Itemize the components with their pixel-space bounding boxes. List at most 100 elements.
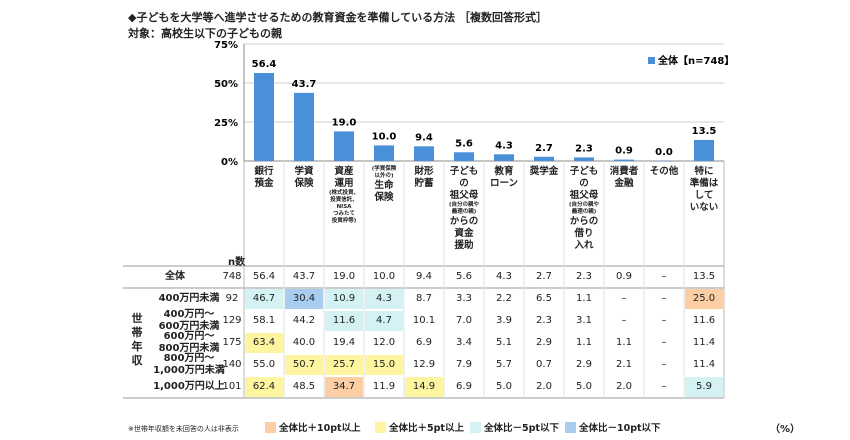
table-cell: 6.9 bbox=[456, 381, 472, 392]
table-cell: 4.3 bbox=[365, 289, 403, 309]
table-cell: 1.1 bbox=[616, 337, 632, 348]
table-cell: 0.7 bbox=[536, 359, 552, 370]
bar-value-label: 56.4 bbox=[252, 59, 277, 70]
category-label: 銀行 預金 bbox=[254, 166, 274, 189]
table-cell: – bbox=[661, 293, 667, 304]
table-cell: 19.0 bbox=[332, 271, 356, 282]
table-cell: 62.4 bbox=[245, 377, 283, 397]
row-n: 101 bbox=[222, 381, 242, 392]
bar-value-label: 0.9 bbox=[615, 146, 633, 157]
bar-value-label: 4.3 bbox=[495, 140, 513, 151]
table-cell: 19.4 bbox=[332, 337, 356, 348]
table-cell: 2.3 bbox=[576, 271, 592, 282]
table-cell: 3.9 bbox=[496, 315, 512, 326]
table-cell: 5.0 bbox=[496, 381, 512, 392]
category-label: (学資保険 以外の) 生命 保険 bbox=[371, 166, 397, 203]
table-cell: 2.0 bbox=[616, 381, 632, 392]
table-cell: – bbox=[621, 315, 627, 326]
footnote: ※世帯年収額を未回答の人は非表示 bbox=[128, 425, 239, 433]
bar bbox=[374, 145, 394, 161]
table-cell: 11.4 bbox=[692, 359, 716, 370]
highlight-legend-item: 全体比＋10pt以上 bbox=[265, 420, 361, 434]
table-cell: 8.7 bbox=[416, 293, 432, 304]
chart-title: ◆子どもを大学等へ進学させるための教育資金を準備している方法 ［複数回答形式］ bbox=[128, 11, 547, 24]
table-cell: 11.9 bbox=[372, 381, 396, 392]
unit-label: （%） bbox=[770, 424, 801, 435]
table-cell: 12.9 bbox=[412, 359, 436, 370]
table-cell: 34.7 bbox=[325, 377, 363, 397]
table-cell: 13.5 bbox=[692, 271, 716, 282]
bar bbox=[614, 159, 634, 161]
table-cell: 3.4 bbox=[456, 337, 472, 348]
bar-value-label: 5.6 bbox=[455, 138, 473, 149]
highlight-legend-item: 全体比＋5pt以上 bbox=[375, 420, 464, 434]
chart-subtitle: 対象：高校生以下の子どもの親 bbox=[128, 27, 282, 40]
table-cell: 56.4 bbox=[252, 271, 276, 282]
table-cell: 10.9 bbox=[325, 289, 363, 309]
bar-value-label: 2.7 bbox=[535, 143, 553, 154]
table-cell: 11.6 bbox=[325, 311, 363, 331]
legend-text: 全体比－10pt以下 bbox=[579, 423, 661, 434]
table-cell: 12.0 bbox=[372, 337, 396, 348]
table-cell: – bbox=[621, 293, 627, 304]
table-cell: 5.0 bbox=[576, 381, 592, 392]
category-label: 教育 ローン bbox=[489, 166, 519, 189]
group-label: 世 帯 年 収 bbox=[131, 312, 143, 367]
n-header: n数 bbox=[228, 257, 246, 268]
table-cell: 4.3 bbox=[496, 271, 512, 282]
row-label: 400万円未満 bbox=[158, 293, 220, 304]
y-tick-label: 50% bbox=[214, 79, 238, 90]
table-cell: 10.1 bbox=[412, 315, 436, 326]
bar bbox=[294, 92, 314, 161]
bar bbox=[534, 156, 554, 161]
y-tick-label: 75% bbox=[214, 40, 238, 51]
table-cell: 11.4 bbox=[692, 337, 716, 348]
category-label: 消費者 金融 bbox=[609, 166, 639, 189]
highlight-legend-item: 全体比－10pt以下 bbox=[565, 420, 661, 434]
table-cell: – bbox=[661, 359, 667, 370]
bar bbox=[574, 157, 594, 161]
table-cell: 25.0 bbox=[685, 289, 723, 309]
table-cell: 15.0 bbox=[365, 355, 403, 375]
table-cell: 4.7 bbox=[365, 311, 403, 331]
legend-swatch bbox=[565, 421, 576, 433]
bar bbox=[494, 154, 514, 161]
table-cell: 25.7 bbox=[325, 355, 363, 375]
table-cell: 43.7 bbox=[292, 271, 316, 282]
table-cell: 3.3 bbox=[456, 293, 472, 304]
bar bbox=[334, 131, 354, 161]
row-n: 175 bbox=[222, 337, 242, 348]
category-label: その他 bbox=[649, 166, 679, 177]
table-cell: – bbox=[661, 337, 667, 348]
table-cell: – bbox=[661, 315, 667, 326]
table-cell: 2.9 bbox=[536, 337, 552, 348]
row-label: 400万円～ 600万円未満 bbox=[158, 309, 220, 332]
y-tick-label: 0% bbox=[221, 157, 238, 168]
row-label: 全体 bbox=[165, 271, 185, 282]
table-cell: 30.4 bbox=[285, 289, 323, 309]
row-n: 129 bbox=[222, 315, 242, 326]
row-label: 1,000万円以上 bbox=[153, 381, 225, 392]
table-cell: 1.1 bbox=[576, 337, 592, 348]
table-cell: 2.7 bbox=[536, 271, 552, 282]
legend-swatch bbox=[265, 421, 276, 433]
bar-value-label: 9.4 bbox=[415, 132, 433, 143]
category-label: 学資 保険 bbox=[294, 166, 314, 189]
row-n: 140 bbox=[222, 359, 242, 370]
row-label: 600万円～ 800万円未満 bbox=[158, 331, 220, 354]
bar bbox=[254, 73, 274, 161]
row-label: 800万円～ 1,000万円未満 bbox=[153, 353, 225, 376]
legend-swatch bbox=[648, 57, 655, 64]
bar bbox=[654, 161, 674, 162]
legend-text: 全体比＋5pt以上 bbox=[389, 423, 464, 434]
table-cell: 9.4 bbox=[416, 271, 432, 282]
table-cell: – bbox=[661, 381, 667, 392]
bar-value-label: 43.7 bbox=[292, 79, 317, 90]
table-cell: 7.9 bbox=[456, 359, 472, 370]
bar bbox=[414, 146, 434, 161]
bar-value-label: 19.0 bbox=[332, 117, 357, 128]
table-cell: 6.5 bbox=[536, 293, 552, 304]
bar-value-label: 13.5 bbox=[692, 126, 717, 137]
table-cell: 2.0 bbox=[536, 381, 552, 392]
